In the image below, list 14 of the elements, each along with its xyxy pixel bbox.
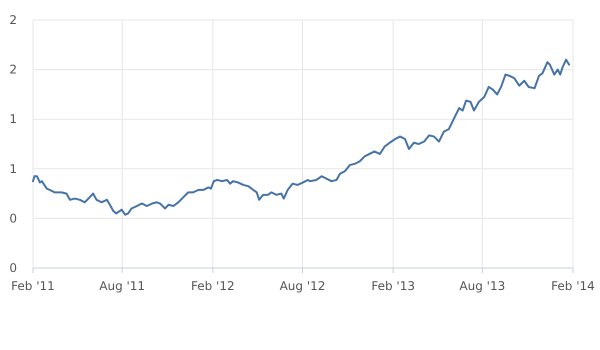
x-tick-label: Aug '12 <box>280 279 326 293</box>
line-series <box>32 58 570 216</box>
x-tick-label: Feb '14 <box>551 279 595 293</box>
y-tick-label: 1 <box>9 162 17 176</box>
x-tick-label: Feb '12 <box>191 279 235 293</box>
y-tick-label: 2 <box>9 13 17 27</box>
x-tick-label: Feb '11 <box>11 279 55 293</box>
y-tick-label: 0 <box>9 211 17 226</box>
x-tick-label: Aug '13 <box>459 279 506 293</box>
x-tick-label: Aug '11 <box>99 279 146 293</box>
y-tick-label: 2 <box>9 62 17 77</box>
x-tick-label: Feb '13 <box>371 279 415 293</box>
y-tick-label: 0 <box>9 261 17 275</box>
y-tick-label: 1 <box>9 112 17 126</box>
